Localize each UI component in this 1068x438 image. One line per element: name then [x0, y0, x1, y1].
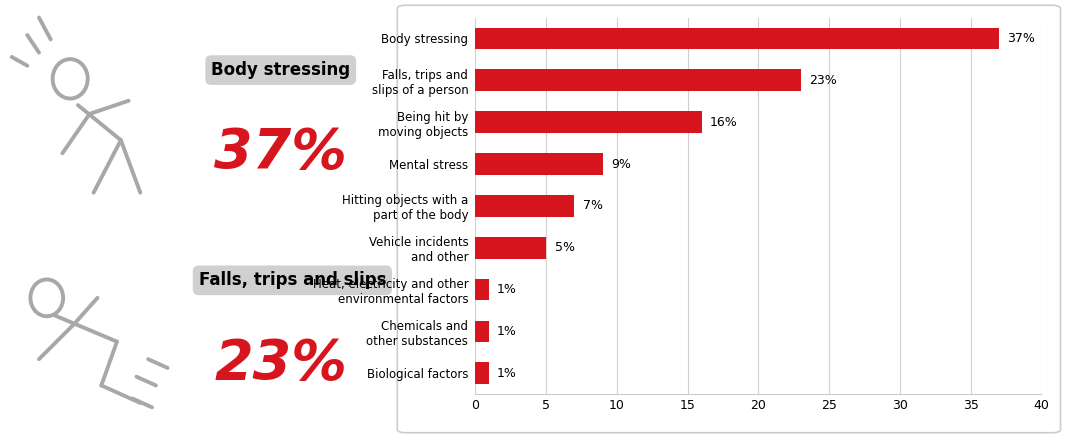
Bar	[475, 195, 575, 217]
Text: 9%: 9%	[611, 158, 631, 170]
Text: 37%: 37%	[1007, 32, 1035, 45]
Bar	[475, 69, 801, 91]
Text: 23%: 23%	[215, 336, 347, 391]
Text: 1%: 1%	[497, 283, 516, 296]
Text: 16%: 16%	[710, 116, 738, 129]
Text: 5%: 5%	[554, 241, 575, 254]
Bar	[475, 237, 546, 258]
Bar	[475, 362, 489, 384]
Bar	[475, 279, 489, 300]
Text: 1%: 1%	[497, 367, 516, 380]
Bar	[475, 28, 999, 49]
Text: Body stressing: Body stressing	[211, 61, 350, 79]
Text: 1%: 1%	[497, 325, 516, 338]
Text: 37%: 37%	[215, 126, 347, 180]
Text: 7%: 7%	[583, 199, 602, 212]
Bar	[475, 153, 602, 175]
Bar	[475, 321, 489, 343]
Bar	[475, 111, 702, 133]
Text: Falls, trips and slips: Falls, trips and slips	[199, 271, 387, 290]
Text: 23%: 23%	[810, 74, 837, 87]
